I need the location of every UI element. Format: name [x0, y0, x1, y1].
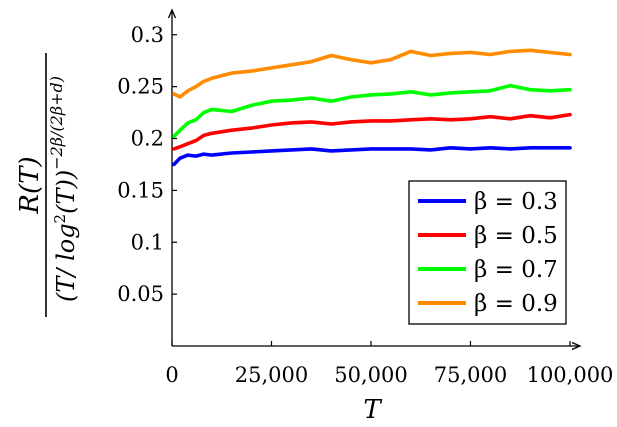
- legend-label-2: β = 0.5: [474, 223, 558, 249]
- legend-box: [408, 180, 567, 325]
- x-tick-label: 50,000: [334, 363, 407, 387]
- y-tick-label: 0.25: [117, 75, 164, 99]
- x-tick-label: 100,000: [527, 363, 614, 387]
- y-axis-numerator: R(T): [15, 156, 45, 214]
- x-axis-arrow: [571, 341, 582, 351]
- legend-label-3: β = 0.7: [474, 257, 558, 283]
- y-axis-denominator: (T/ log2(T))−2β/(2β+d): [47, 76, 80, 302]
- x-tick-label: 0: [165, 363, 178, 387]
- series-line-3: [172, 83, 572, 139]
- legend-label-1: β = 0.3: [474, 189, 558, 215]
- y-ticks: 0.05 0.1 0.15 0.2 0.25 0.3: [117, 23, 177, 306]
- series-line-1: [172, 146, 572, 167]
- legend: β = 0.3 β = 0.5 β = 0.7 β = 0.9: [408, 180, 567, 325]
- y-tick-label: 0.1: [131, 230, 164, 254]
- series-line-2: [172, 112, 572, 151]
- series-layer: [172, 48, 572, 167]
- x-tick-label: 75,000: [434, 363, 507, 387]
- y-tick-label: 0.15: [117, 178, 164, 202]
- y-tick-label: 0.2: [131, 127, 164, 151]
- x-ticks: 0 25,000 50,000 75,000 100,000: [165, 341, 613, 387]
- x-axis-title: T: [363, 395, 382, 425]
- legend-label-4: β = 0.9: [474, 291, 558, 317]
- x-tick-label: 25,000: [235, 363, 308, 387]
- y-axis-arrow: [167, 8, 177, 19]
- y-tick-label: 0.05: [117, 282, 164, 306]
- series-line-4: [172, 48, 572, 99]
- y-axis-title: R(T) (T/ log2(T))−2β/(2β+d): [15, 53, 80, 317]
- axes: [167, 8, 582, 351]
- y-tick-label: 0.3: [131, 23, 164, 47]
